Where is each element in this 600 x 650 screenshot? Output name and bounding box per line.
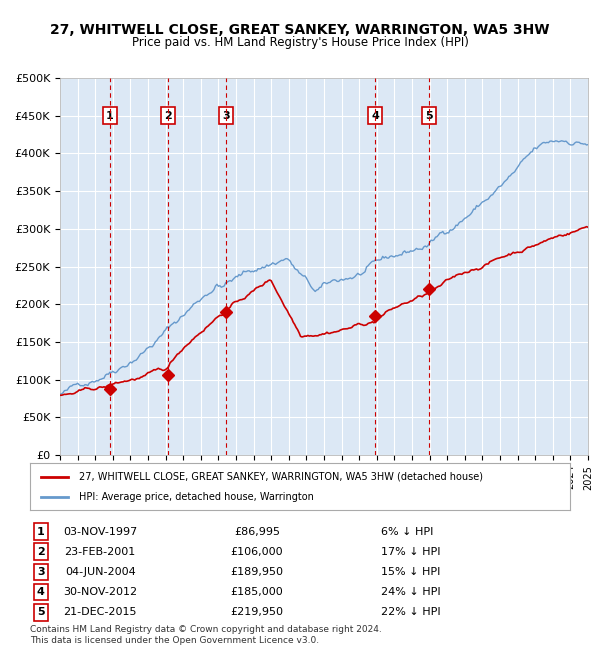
Text: 27, WHITWELL CLOSE, GREAT SANKEY, WARRINGTON, WA5 3HW (detached house): 27, WHITWELL CLOSE, GREAT SANKEY, WARRIN…	[79, 471, 482, 482]
Text: 2: 2	[37, 547, 44, 557]
Text: 5: 5	[425, 111, 433, 121]
Text: 17% ↓ HPI: 17% ↓ HPI	[381, 547, 440, 557]
Text: HPI: Average price, detached house, Warrington: HPI: Average price, detached house, Warr…	[79, 492, 313, 502]
Text: 3: 3	[222, 111, 230, 121]
Text: Price paid vs. HM Land Registry's House Price Index (HPI): Price paid vs. HM Land Registry's House …	[131, 36, 469, 49]
Text: 15% ↓ HPI: 15% ↓ HPI	[381, 567, 440, 577]
Text: 23-FEB-2001: 23-FEB-2001	[65, 547, 136, 557]
Text: 21-DEC-2015: 21-DEC-2015	[64, 607, 137, 618]
Text: 6% ↓ HPI: 6% ↓ HPI	[381, 526, 433, 537]
Text: £189,950: £189,950	[230, 567, 283, 577]
Text: £86,995: £86,995	[234, 526, 280, 537]
Text: 30-NOV-2012: 30-NOV-2012	[63, 587, 137, 597]
Text: 5: 5	[37, 607, 44, 618]
Text: 22% ↓ HPI: 22% ↓ HPI	[381, 607, 440, 618]
Text: 1: 1	[37, 526, 44, 537]
Text: 3: 3	[37, 567, 44, 577]
Text: Contains HM Land Registry data © Crown copyright and database right 2024.: Contains HM Land Registry data © Crown c…	[30, 625, 382, 634]
Text: 2: 2	[164, 111, 172, 121]
Text: £219,950: £219,950	[230, 607, 283, 618]
Text: This data is licensed under the Open Government Licence v3.0.: This data is licensed under the Open Gov…	[30, 636, 319, 645]
Text: £185,000: £185,000	[230, 587, 283, 597]
Text: 4: 4	[37, 587, 45, 597]
Text: 27, WHITWELL CLOSE, GREAT SANKEY, WARRINGTON, WA5 3HW: 27, WHITWELL CLOSE, GREAT SANKEY, WARRIN…	[50, 23, 550, 37]
Text: 4: 4	[371, 111, 379, 121]
Text: 03-NOV-1997: 03-NOV-1997	[63, 526, 137, 537]
Text: 24% ↓ HPI: 24% ↓ HPI	[381, 587, 440, 597]
Text: 1: 1	[106, 111, 114, 121]
Text: 04-JUN-2004: 04-JUN-2004	[65, 567, 136, 577]
Text: £106,000: £106,000	[230, 547, 283, 557]
